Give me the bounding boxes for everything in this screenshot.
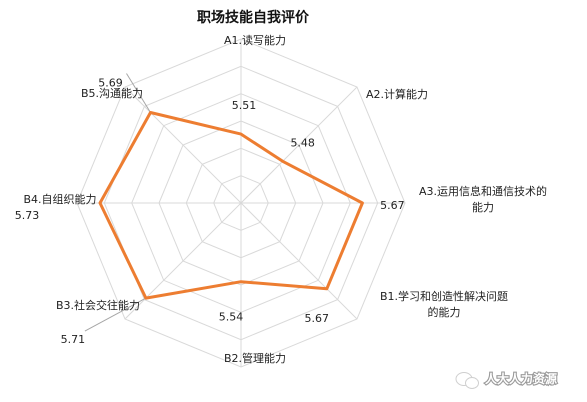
chart-title: 职场技能自我评价 [197, 9, 310, 26]
category-label: A2.计算能力 [366, 87, 428, 101]
watermark-text: 人大人力资源 [485, 371, 557, 386]
category-labels: A1.读写能力 A2.计算能力 A3.运用信息和通信技术的能力 B1.学习和创造性解决… [23, 33, 547, 365]
value-label-leaders [84, 73, 151, 332]
category-label: B1.学习和创造性解决问题的能力 [380, 289, 508, 319]
value-labels: 5.51 5.48 5.67 5.67 5.54 5.71 5.73 5.69 [15, 77, 405, 347]
axis-spoke [124, 86, 242, 204]
value-label: 5.54 [219, 311, 244, 324]
value-label: 5.48 [290, 136, 315, 149]
category-label: B5.沟通能力 [81, 86, 143, 100]
category-label: A1.读写能力 [224, 33, 286, 47]
wechat-icon [455, 372, 479, 389]
category-label: A3.运用信息和通信技术的能力 [419, 184, 547, 214]
value-label: 5.67 [305, 312, 330, 325]
watermark: 人大人力资源 [455, 370, 558, 389]
axis-spoke [240, 86, 358, 204]
value-label: 5.71 [61, 333, 86, 346]
category-label: B2.管理能力 [224, 351, 286, 365]
label-leader [84, 297, 147, 332]
axis-spoke [240, 202, 358, 320]
radar-axes [77, 39, 405, 367]
category-label: B3.社会交往能力 [56, 298, 140, 312]
axis-spoke [124, 202, 242, 320]
value-label: 5.67 [380, 199, 405, 212]
series-line [98, 111, 364, 300]
label-leader [126, 73, 151, 113]
value-label: 5.51 [232, 99, 257, 112]
value-label: 5.73 [15, 209, 40, 222]
category-label: B4.自组织能力 [23, 192, 96, 206]
value-label: 5.69 [98, 77, 123, 90]
